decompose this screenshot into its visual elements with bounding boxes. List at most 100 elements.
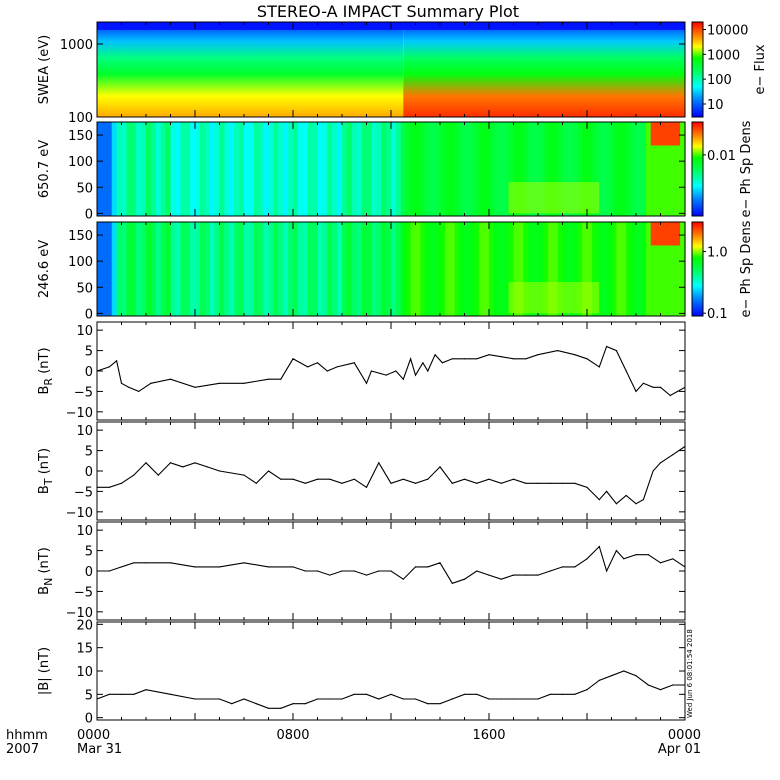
pad-column [631, 122, 637, 216]
pad-column [636, 122, 642, 216]
pad-column [425, 122, 431, 216]
pad-column [136, 222, 142, 316]
pad-column [175, 222, 181, 316]
pad-column [454, 222, 461, 316]
data-point [574, 693, 576, 695]
pad-column [395, 222, 402, 316]
data-point [194, 698, 196, 700]
data-point [512, 478, 515, 480]
y-tick-label: 0 [85, 365, 93, 380]
data-point [647, 684, 649, 686]
pad-column [601, 222, 608, 316]
y-axis-label: BN (nT) [37, 547, 55, 595]
data-point [169, 378, 172, 380]
pad-column [626, 122, 632, 216]
data-point [476, 693, 478, 695]
data-point [647, 554, 649, 556]
pad-column [645, 222, 652, 316]
data-point [537, 354, 539, 356]
pad-column [616, 222, 622, 316]
colorbar-1 [691, 21, 704, 118]
pad-column [342, 222, 348, 316]
y-tick-label: 10 [76, 324, 93, 339]
panel-6: 10 5 0 −5 −10 BN (nT) [37, 521, 686, 621]
pad-column [660, 222, 666, 316]
pad-column [356, 222, 363, 316]
data-point [561, 566, 564, 568]
pad-column [199, 222, 206, 316]
pad-column [170, 222, 176, 316]
data-point [365, 693, 368, 695]
data-point [267, 566, 270, 568]
pad-column [239, 222, 245, 316]
pad-column [582, 222, 588, 316]
pad-column [126, 222, 132, 316]
pad-column [381, 222, 387, 316]
pad-column [552, 222, 559, 316]
pad-column [675, 122, 681, 216]
pad-column [219, 222, 225, 316]
pad-column [180, 222, 186, 316]
pad-column [670, 122, 676, 216]
pad-column [337, 222, 343, 316]
data-point [476, 482, 478, 484]
timestamp-stamp: Wed Jun 6 08:01:54 2018 [686, 629, 694, 718]
data-point [537, 482, 539, 484]
y-tick-label: 150 [68, 229, 93, 244]
pad-column [351, 122, 358, 216]
data-point [642, 499, 645, 501]
data-point [659, 386, 662, 388]
pad-column [327, 222, 333, 316]
data-point [606, 570, 608, 572]
pad-column [665, 122, 671, 216]
pad-column [572, 122, 578, 216]
pad-column [449, 122, 456, 216]
data-point [157, 474, 159, 476]
pad-red-blob [650, 122, 681, 146]
pad-column [415, 222, 421, 316]
data-point [642, 382, 645, 384]
y-tick-label: 10 [76, 665, 93, 680]
data-point [194, 462, 196, 464]
pad-column [503, 122, 510, 216]
pad-column [484, 122, 490, 216]
pad-column [469, 122, 475, 216]
pad-column [626, 222, 632, 316]
y-axis-label: 246.6 eV [37, 240, 52, 298]
pad-column [346, 222, 353, 316]
pad-column [126, 122, 132, 216]
pad-column [582, 122, 588, 216]
data-point [206, 466, 208, 468]
data-point [218, 566, 221, 568]
pad-column [562, 122, 568, 216]
pad-column [150, 222, 157, 316]
data-point [218, 382, 221, 384]
data-point [402, 478, 404, 480]
data-point [427, 370, 429, 372]
pad-column [337, 122, 343, 216]
y-tick-label: 5 [85, 345, 93, 360]
pad-early-dip [97, 122, 112, 216]
pad-column [332, 122, 338, 216]
y-axis-label-unit: (nT) [37, 347, 52, 377]
pad-column [587, 222, 593, 316]
panel-2: 0.01 e− Ph Sp Dens 150 100 50 0 650.7 eV [37, 120, 754, 222]
data-point [463, 693, 466, 695]
data-point [615, 503, 618, 505]
y-tick-label: 50 [76, 181, 93, 196]
data-point [500, 698, 502, 700]
pad-column [508, 122, 515, 216]
pad-column [420, 122, 426, 216]
data-point [243, 562, 245, 564]
pad-column [293, 122, 299, 216]
data-point [659, 689, 662, 691]
data-point [525, 482, 527, 484]
data-point [615, 550, 618, 552]
data-point [329, 478, 331, 480]
data-point [606, 345, 608, 348]
data-point [402, 578, 404, 580]
data-point [133, 562, 135, 564]
data-point [326, 370, 328, 372]
data-point [108, 570, 110, 572]
pad-column [253, 222, 260, 316]
